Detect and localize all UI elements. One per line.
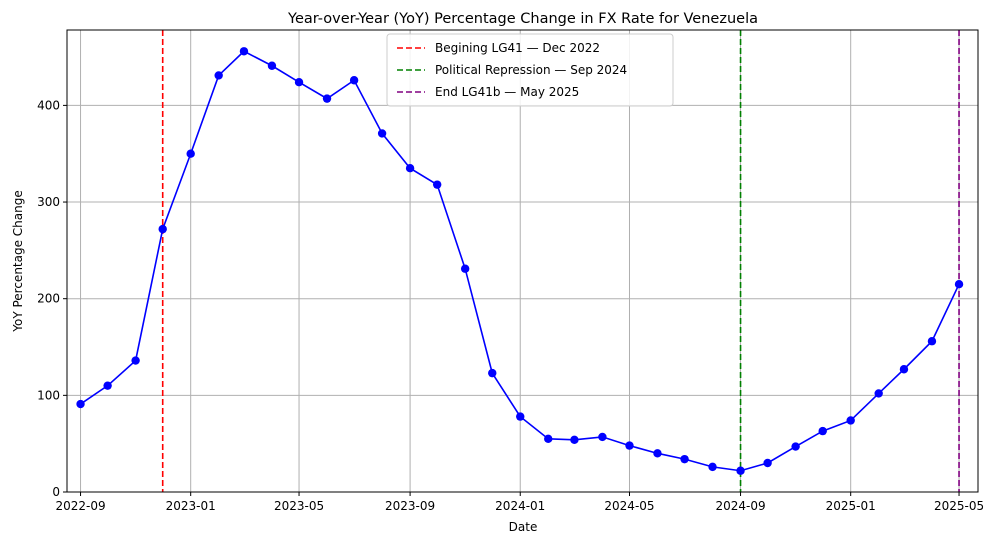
data-point bbox=[460, 264, 470, 273]
data-point bbox=[653, 449, 662, 458]
data-point bbox=[763, 458, 772, 468]
data-point bbox=[625, 441, 634, 450]
data-point bbox=[954, 279, 964, 289]
data-point bbox=[322, 94, 332, 103]
data-point bbox=[899, 365, 909, 374]
data-point bbox=[488, 368, 497, 378]
x-axis-label: Date bbox=[509, 520, 538, 534]
data-point bbox=[708, 462, 717, 472]
data-point bbox=[927, 337, 937, 346]
data-point bbox=[874, 389, 883, 398]
data-point bbox=[214, 71, 223, 80]
data-point bbox=[516, 412, 525, 421]
legend-entry: Political Repression — Sep 2024 bbox=[435, 63, 627, 77]
data-point bbox=[239, 47, 249, 56]
data-point bbox=[570, 435, 579, 445]
y-axis-ticks: 0 100 200 300 400 bbox=[37, 98, 67, 499]
data-point bbox=[405, 164, 415, 173]
data-point bbox=[267, 61, 277, 70]
x-tick-label: 2022-09 bbox=[55, 499, 105, 513]
annotation-lines bbox=[161, 30, 960, 492]
data-point bbox=[544, 434, 553, 444]
y-tick-label: 200 bbox=[37, 292, 60, 306]
data-point bbox=[377, 129, 387, 138]
x-tick-label: 2025-01 bbox=[826, 499, 876, 513]
data-point bbox=[432, 180, 442, 189]
series-layer bbox=[76, 47, 964, 475]
data-point bbox=[736, 466, 745, 475]
y-tick-label: 0 bbox=[52, 485, 60, 499]
data-point bbox=[846, 416, 855, 425]
legend-entry: Begining LG41 — Dec 2022 bbox=[435, 41, 600, 55]
x-tick-label: 2023-05 bbox=[274, 499, 324, 513]
chart-title: Year-over-Year (YoY) Percentage Change i… bbox=[287, 11, 758, 27]
x-tick-label: 2024-09 bbox=[715, 499, 765, 513]
data-point bbox=[680, 454, 689, 464]
x-axis-ticks: 2022-09 2023-01 2023-05 2023-09 2024-01 2024-… bbox=[55, 492, 984, 513]
y-tick-label: 300 bbox=[37, 195, 60, 209]
legend-box bbox=[386, 33, 674, 107]
legend-entry: End LG41b — May 2025 bbox=[435, 85, 579, 99]
legend: Begining LG41 — Dec 2022 Political Repres… bbox=[386, 33, 674, 107]
y-tick-label: 400 bbox=[37, 98, 60, 112]
y-tick-label: 100 bbox=[37, 388, 60, 402]
data-point bbox=[186, 149, 195, 158]
data-point bbox=[349, 76, 359, 85]
data-point bbox=[791, 442, 800, 451]
x-tick-label: 2024-01 bbox=[495, 499, 545, 513]
data-point bbox=[294, 77, 304, 87]
x-tick-label: 2024-05 bbox=[604, 499, 654, 513]
x-tick-label: 2023-09 bbox=[385, 499, 435, 513]
data-point bbox=[103, 381, 112, 390]
y-axis-label: YoY Percentage Change bbox=[11, 190, 25, 333]
plot-frame bbox=[66, 29, 979, 493]
data-point bbox=[131, 356, 140, 365]
x-tick-label: 2025-05 bbox=[934, 499, 984, 513]
data-point bbox=[818, 426, 827, 436]
data-point bbox=[598, 432, 607, 442]
data-point bbox=[158, 224, 167, 234]
x-tick-label: 2023-01 bbox=[166, 499, 216, 513]
data-point bbox=[76, 399, 85, 409]
